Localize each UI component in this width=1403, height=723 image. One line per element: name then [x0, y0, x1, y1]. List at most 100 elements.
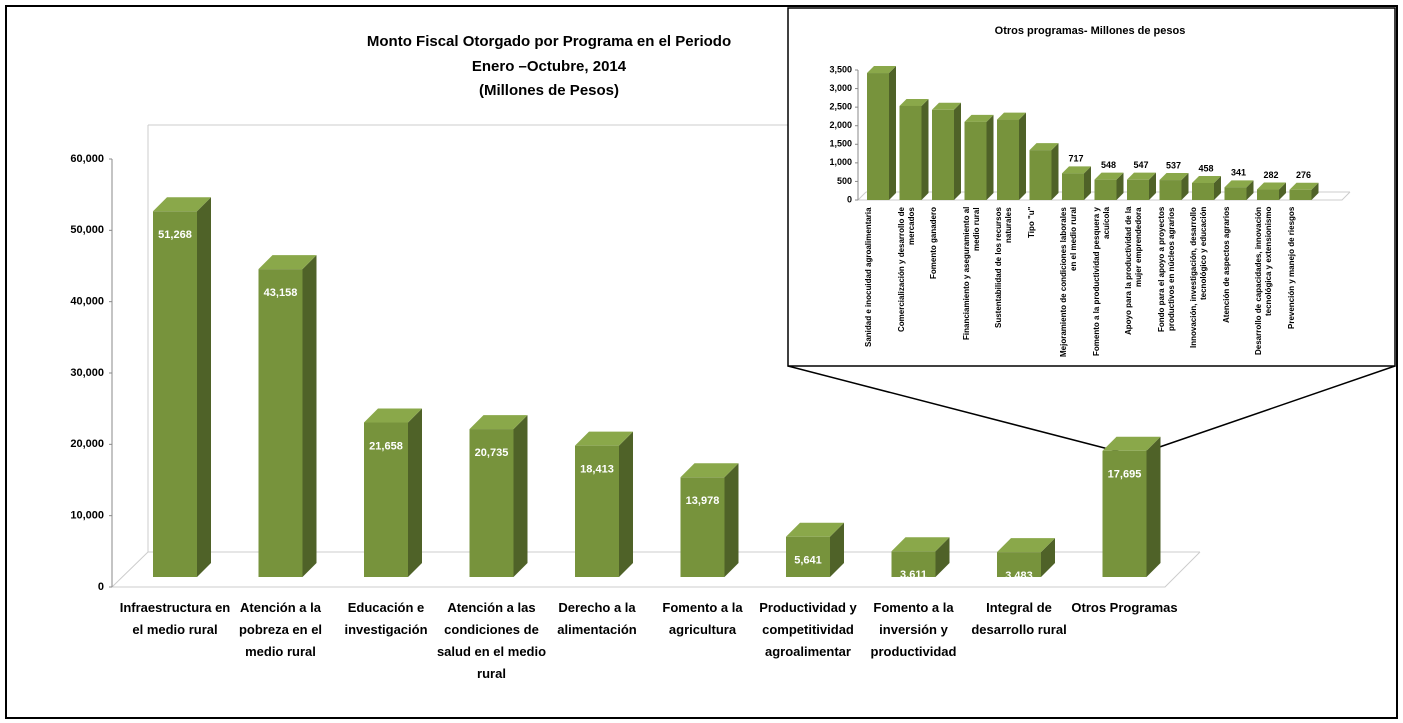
bar	[997, 112, 1026, 200]
bar-front	[1224, 187, 1247, 200]
bar-side	[408, 408, 422, 577]
x-tick-label: Otros Programas	[1071, 600, 1178, 615]
y-tick-label: 60,000	[70, 153, 104, 165]
value-label: 282	[1263, 170, 1278, 180]
bar	[899, 98, 929, 200]
x-tick-label: Sustentabilidad de los recursos naturale…	[994, 207, 1013, 328]
bar	[1029, 143, 1059, 200]
x-tick-label: Productividad y competitividad agroalime…	[759, 600, 857, 659]
value-label: 13,978	[686, 495, 720, 507]
bar	[469, 415, 528, 577]
bar-side	[1041, 538, 1055, 577]
inset-title: Otros programas- Millones de pesos	[995, 25, 1186, 37]
x-tick-label: Derecho a la alimentación	[557, 600, 637, 637]
bar-front	[786, 536, 830, 577]
bar	[786, 522, 844, 577]
bar	[1224, 180, 1254, 200]
bar-top	[1094, 172, 1124, 180]
bar-side	[1214, 175, 1221, 200]
value-label: 5,641	[794, 555, 822, 567]
x-tick-label: Sanidad e inocuidad agroalimentaria	[864, 207, 873, 347]
x-tick-label: Atención a la pobreza en el medio rural	[238, 600, 323, 659]
bar-front	[997, 552, 1041, 577]
y-tick-label: 20,000	[70, 438, 104, 450]
value-label: 51,268	[158, 229, 192, 241]
bar	[1062, 166, 1091, 200]
bar-front	[680, 477, 725, 577]
bar-side	[1246, 180, 1254, 200]
bar	[1127, 172, 1156, 200]
bar-side	[724, 463, 739, 577]
bar-front	[1029, 150, 1052, 200]
chart-title: Monto Fiscal Otorgado por Programa en el…	[367, 33, 731, 50]
bar	[258, 255, 317, 578]
y-tick-label: 10,000	[70, 510, 104, 522]
bar	[1289, 182, 1319, 200]
bar-top	[153, 197, 211, 212]
bar	[1159, 173, 1189, 200]
bar-side	[921, 98, 929, 200]
bar-top	[786, 522, 844, 537]
bar-top	[997, 112, 1026, 120]
y-tick-label: 2,500	[829, 102, 852, 112]
bar-side	[1084, 166, 1091, 200]
value-label: 276	[1296, 170, 1311, 180]
bar-top	[1257, 182, 1286, 190]
bar-top	[1127, 172, 1156, 180]
x-tick-label: Financiamiento y aseguramiento al medio …	[961, 207, 981, 341]
y-tick-label: 1,500	[829, 139, 852, 149]
bar-top	[867, 66, 896, 74]
value-label: 17,695	[1108, 469, 1142, 481]
bar	[997, 538, 1055, 577]
bar-side	[1116, 172, 1124, 200]
bar-side	[1051, 143, 1059, 200]
bar-top	[1029, 143, 1059, 151]
x-tick-label: Integral de desarrollo rural	[971, 600, 1067, 637]
value-label: 3,611	[900, 569, 927, 581]
y-tick-label: 3,500	[829, 64, 852, 74]
value-label: 20,735	[475, 447, 509, 459]
x-tick-label: Mejoramiento de condiciones laborales en…	[1059, 207, 1078, 357]
bar-top	[964, 114, 994, 122]
bar	[1257, 182, 1286, 200]
bar-side	[513, 415, 528, 577]
callout-line	[787, 365, 1121, 453]
y-tick-label: 1,000	[829, 157, 852, 167]
bar-top	[575, 431, 633, 446]
value-label: 717	[1068, 154, 1083, 164]
y-tick-label: 40,000	[70, 296, 104, 308]
bar-front	[1257, 189, 1279, 200]
value-label: 458	[1198, 163, 1213, 173]
value-label: 537	[1166, 160, 1181, 170]
bar-top	[364, 408, 422, 423]
bar-side	[830, 522, 844, 577]
bar-side	[986, 114, 994, 200]
bar-top	[899, 98, 929, 106]
bar-front	[932, 109, 954, 200]
bar-front	[1192, 182, 1214, 200]
bar-side	[1146, 436, 1161, 577]
bar-top	[891, 537, 950, 552]
bar-front	[1289, 189, 1312, 200]
bar	[364, 408, 422, 577]
x-tick-label: Desarrollo de capacidades, innovación te…	[1254, 207, 1273, 356]
bar-side	[302, 255, 317, 578]
bar-side	[954, 102, 961, 200]
bar	[891, 537, 950, 577]
bar-front	[891, 551, 936, 577]
bar-top	[1102, 436, 1161, 451]
y-tick-label: 2,000	[829, 120, 852, 130]
x-tick-label: Fomento a la agricultura	[662, 600, 743, 637]
callout-line	[1144, 365, 1396, 453]
bar-front	[153, 211, 197, 577]
bar	[964, 114, 994, 200]
x-tick-label: Fomento a la inversión y productividad	[870, 600, 957, 659]
y-tick-label: 3,000	[829, 83, 852, 93]
x-tick-label: Atención de aspectos agrarios	[1221, 207, 1231, 324]
main-floor	[111, 124, 1201, 588]
bar	[153, 197, 211, 577]
bar-top	[1192, 175, 1221, 183]
value-label: 547	[1133, 160, 1148, 170]
x-tick-label: Apoyo para la productividad de la mujer …	[1124, 207, 1143, 336]
